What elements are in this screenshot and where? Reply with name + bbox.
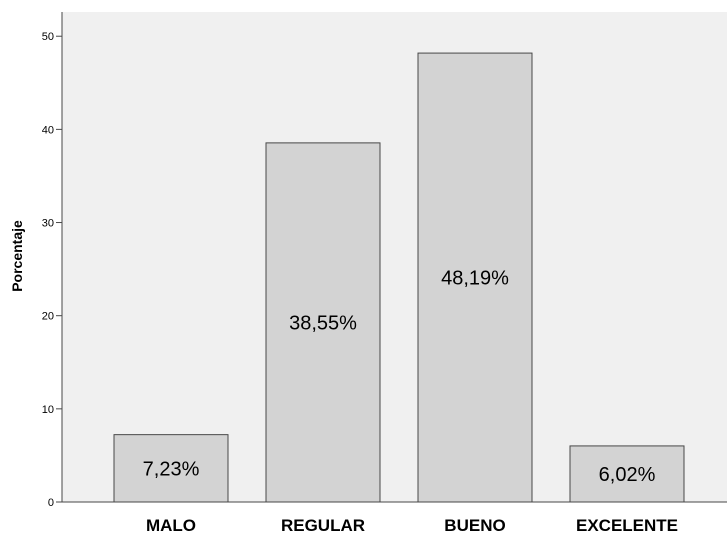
x-tick-label-malo: MALO (146, 516, 196, 534)
y-axis-title: Porcentaje (9, 220, 25, 292)
data-labels: 7,23% 38,55% 48,19% 6,02% (143, 268, 656, 486)
y-tick-label: 30 (42, 218, 54, 230)
bar-excelente (569, 445, 685, 503)
bar-bueno (417, 52, 533, 503)
bar-regular (265, 142, 381, 503)
y-axis-ticks: 0 10 20 30 40 50 (42, 31, 62, 509)
x-tick-label-excelente: EXCELENTE (576, 516, 678, 534)
x-tick-label-bueno: BUENO (444, 516, 505, 534)
y-tick-label: 40 (42, 124, 54, 136)
y-tick-label: 10 (42, 404, 54, 416)
y-tick-label: 0 (48, 497, 54, 509)
plot-area (62, 12, 727, 502)
data-label-regular: 38,55% (289, 312, 357, 334)
bars (113, 52, 685, 503)
data-label-malo: 7,23% (143, 458, 200, 480)
x-tick-label-regular: REGULAR (281, 516, 365, 534)
x-axis-labels: MALO REGULAR BUENO EXCELENTE (146, 516, 678, 534)
data-label-excelente: 6,02% (599, 464, 656, 486)
data-label-bueno: 48,19% (441, 268, 509, 290)
y-tick-label: 20 (42, 311, 54, 323)
y-tick-label: 50 (42, 31, 54, 43)
